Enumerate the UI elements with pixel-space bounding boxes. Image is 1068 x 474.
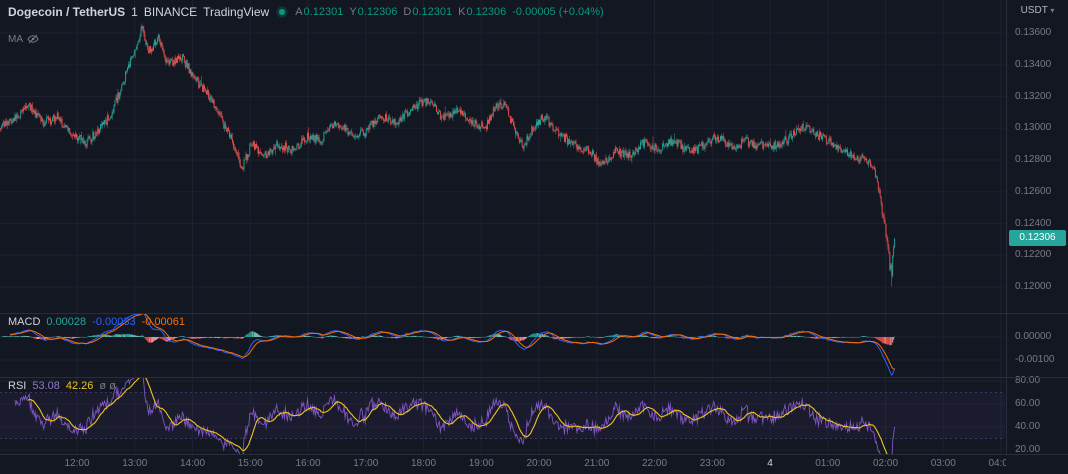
time-axis-tick: 23:00	[699, 458, 725, 469]
time-axis-tick: 15:00	[237, 458, 263, 469]
ma-indicator-legend: MA	[8, 33, 39, 45]
rsi-title[interactable]: RSI	[8, 380, 27, 392]
price-pane-canvas[interactable]	[0, 0, 1005, 313]
rsi-axis-tick: 40.00	[1015, 421, 1041, 432]
price-axis-tick: 0.13400	[1015, 58, 1052, 70]
macd-legend: MACD 0.00028 -0.00033 -0.00061	[8, 316, 185, 328]
price-axis-tick: 0.12800	[1015, 154, 1052, 165]
exchange-label[interactable]: BINANCE	[143, 5, 198, 19]
time-axis-tick: 22:00	[641, 458, 668, 469]
time-axis-tick: 01:00	[815, 458, 841, 469]
market-status-dot	[279, 9, 286, 15]
time-axis-tick: 14:00	[179, 458, 206, 469]
ma-indicator-label[interactable]: MA	[8, 33, 23, 45]
price-axis-tick: 0.12600	[1015, 185, 1052, 197]
time-axis-tick: 04:00	[988, 458, 1014, 469]
price-axis-tick: 0.13600	[1015, 27, 1052, 38]
price-axis-tick: 0.12000	[1015, 281, 1052, 292]
last-price-badge: 0.12306	[1009, 230, 1066, 246]
price-axis-tick: 0.13200	[1015, 90, 1052, 102]
currency-dropdown[interactable]: USDT ▾	[1020, 5, 1055, 16]
time-axis-tick: 18:00	[410, 458, 437, 469]
macd-title[interactable]: MACD	[8, 316, 41, 328]
macd-axis-tick: 0.00000	[1015, 331, 1052, 342]
time-axis-tick: 16:00	[295, 458, 321, 469]
time-axis-tick: 02:00	[872, 458, 899, 469]
macd-axis-tick: -0.00100	[1015, 354, 1055, 365]
tradingview-brand-link[interactable]: TradingView	[203, 5, 270, 19]
time-axis-tick: 19:00	[468, 458, 494, 469]
chevron-down-icon: ▾	[1050, 6, 1055, 15]
time-axis-tick: 03:00	[930, 458, 956, 469]
pane-separator-macd[interactable]	[0, 313, 1068, 314]
price-change-value: -0.00005 (+0.04%)	[512, 6, 604, 18]
pane-separator-rsi[interactable]	[0, 377, 1068, 378]
macd-signal-value: -0.00061	[141, 316, 186, 328]
time-axis-tick: 20:00	[526, 458, 552, 469]
time-axis-tick: 12:00	[64, 458, 90, 469]
price-axis-tick: 0.13000	[1015, 122, 1052, 134]
close-value: K0.12306	[458, 6, 507, 18]
macd-line-value: -0.00033	[92, 316, 136, 328]
time-axis-tick: 21:00	[584, 458, 610, 469]
rsi-value: 53.08	[32, 380, 60, 392]
low-value: D0.12301	[403, 6, 453, 18]
time-axis[interactable]: 12:00 13:00 14:00 15:00 16:00 17:00 18:00 19:00…	[0, 454, 1068, 474]
chart-legend: Dogecoin / TetherUS 1 BINANCE TradingVie…	[8, 5, 604, 19]
rsi-extra-values: ø ø	[99, 380, 116, 392]
price-axis[interactable]: USDT ▾ 0.13600 0.13400 0.13200 0.13000 0.128…	[1006, 0, 1068, 455]
rsi-ma-value: 42.26	[65, 380, 94, 392]
time-axis-tick: 17:00	[353, 458, 379, 469]
rsi-axis-tick: 20.00	[1015, 444, 1041, 455]
price-axis-tick: 0.12400	[1015, 217, 1052, 229]
rsi-axis-tick: 80.00	[1015, 375, 1041, 386]
rsi-pane-canvas[interactable]	[0, 377, 1005, 454]
price-axis-tick: 0.12200	[1015, 249, 1052, 261]
rsi-legend: RSI 53.08 42.26 ø ø	[8, 380, 116, 392]
macd-histogram-value: 0.00028	[46, 316, 87, 328]
rsi-axis-tick: 60.00	[1015, 398, 1041, 409]
time-axis-tick: 4	[767, 458, 773, 469]
visibility-eye-icon[interactable]	[27, 33, 39, 45]
open-value: A0.12301	[295, 6, 344, 18]
symbol-title[interactable]: Dogecoin / TetherUS	[8, 5, 126, 19]
macd-pane-canvas[interactable]	[0, 313, 1005, 377]
time-axis-tick: 13:00	[122, 458, 148, 469]
high-value: Y0.12306	[349, 6, 398, 18]
interval-label[interactable]: 1	[131, 5, 138, 19]
axis-corner-box	[1006, 454, 1068, 474]
